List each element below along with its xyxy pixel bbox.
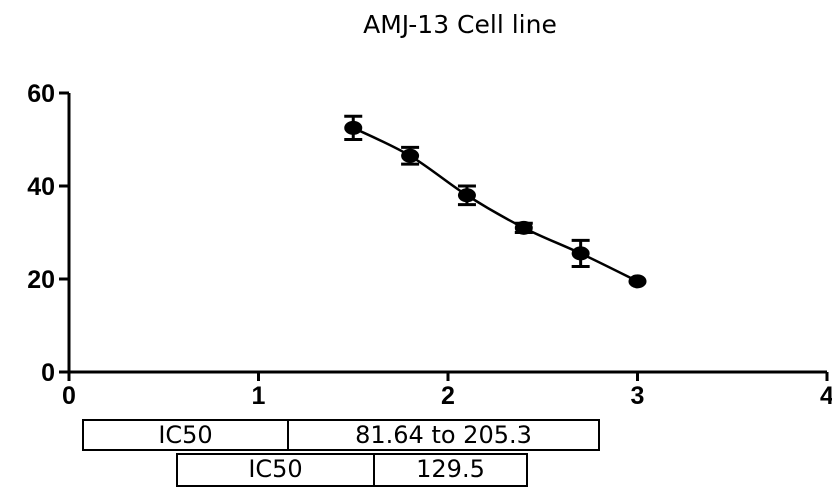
y-tick-label: 20 <box>27 266 55 294</box>
data-point <box>514 220 533 235</box>
y-tick-label: 40 <box>27 173 55 201</box>
data-point <box>571 246 590 261</box>
x-tick-label: 0 <box>62 382 76 410</box>
x-tick-label: 3 <box>631 382 645 410</box>
x-tick-label: 2 <box>441 382 455 410</box>
data-point <box>401 148 420 163</box>
y-tick-label: 60 <box>27 80 55 108</box>
table-cell-label: IC50 <box>176 453 375 487</box>
y-tick-label: 0 <box>41 359 55 387</box>
table-cell-value: 129.5 <box>373 453 528 487</box>
table-cell-label: IC50 <box>82 419 289 451</box>
chart-title: AMJ-13 Cell line <box>363 10 557 39</box>
table-cell-value: 81.64 to 205.3 <box>287 419 600 451</box>
data-point <box>344 120 363 135</box>
x-tick-label: 1 <box>252 382 266 410</box>
data-point <box>457 188 476 203</box>
fit-curve <box>352 126 639 283</box>
x-tick-label: 4 <box>820 382 832 410</box>
data-point <box>628 274 647 289</box>
